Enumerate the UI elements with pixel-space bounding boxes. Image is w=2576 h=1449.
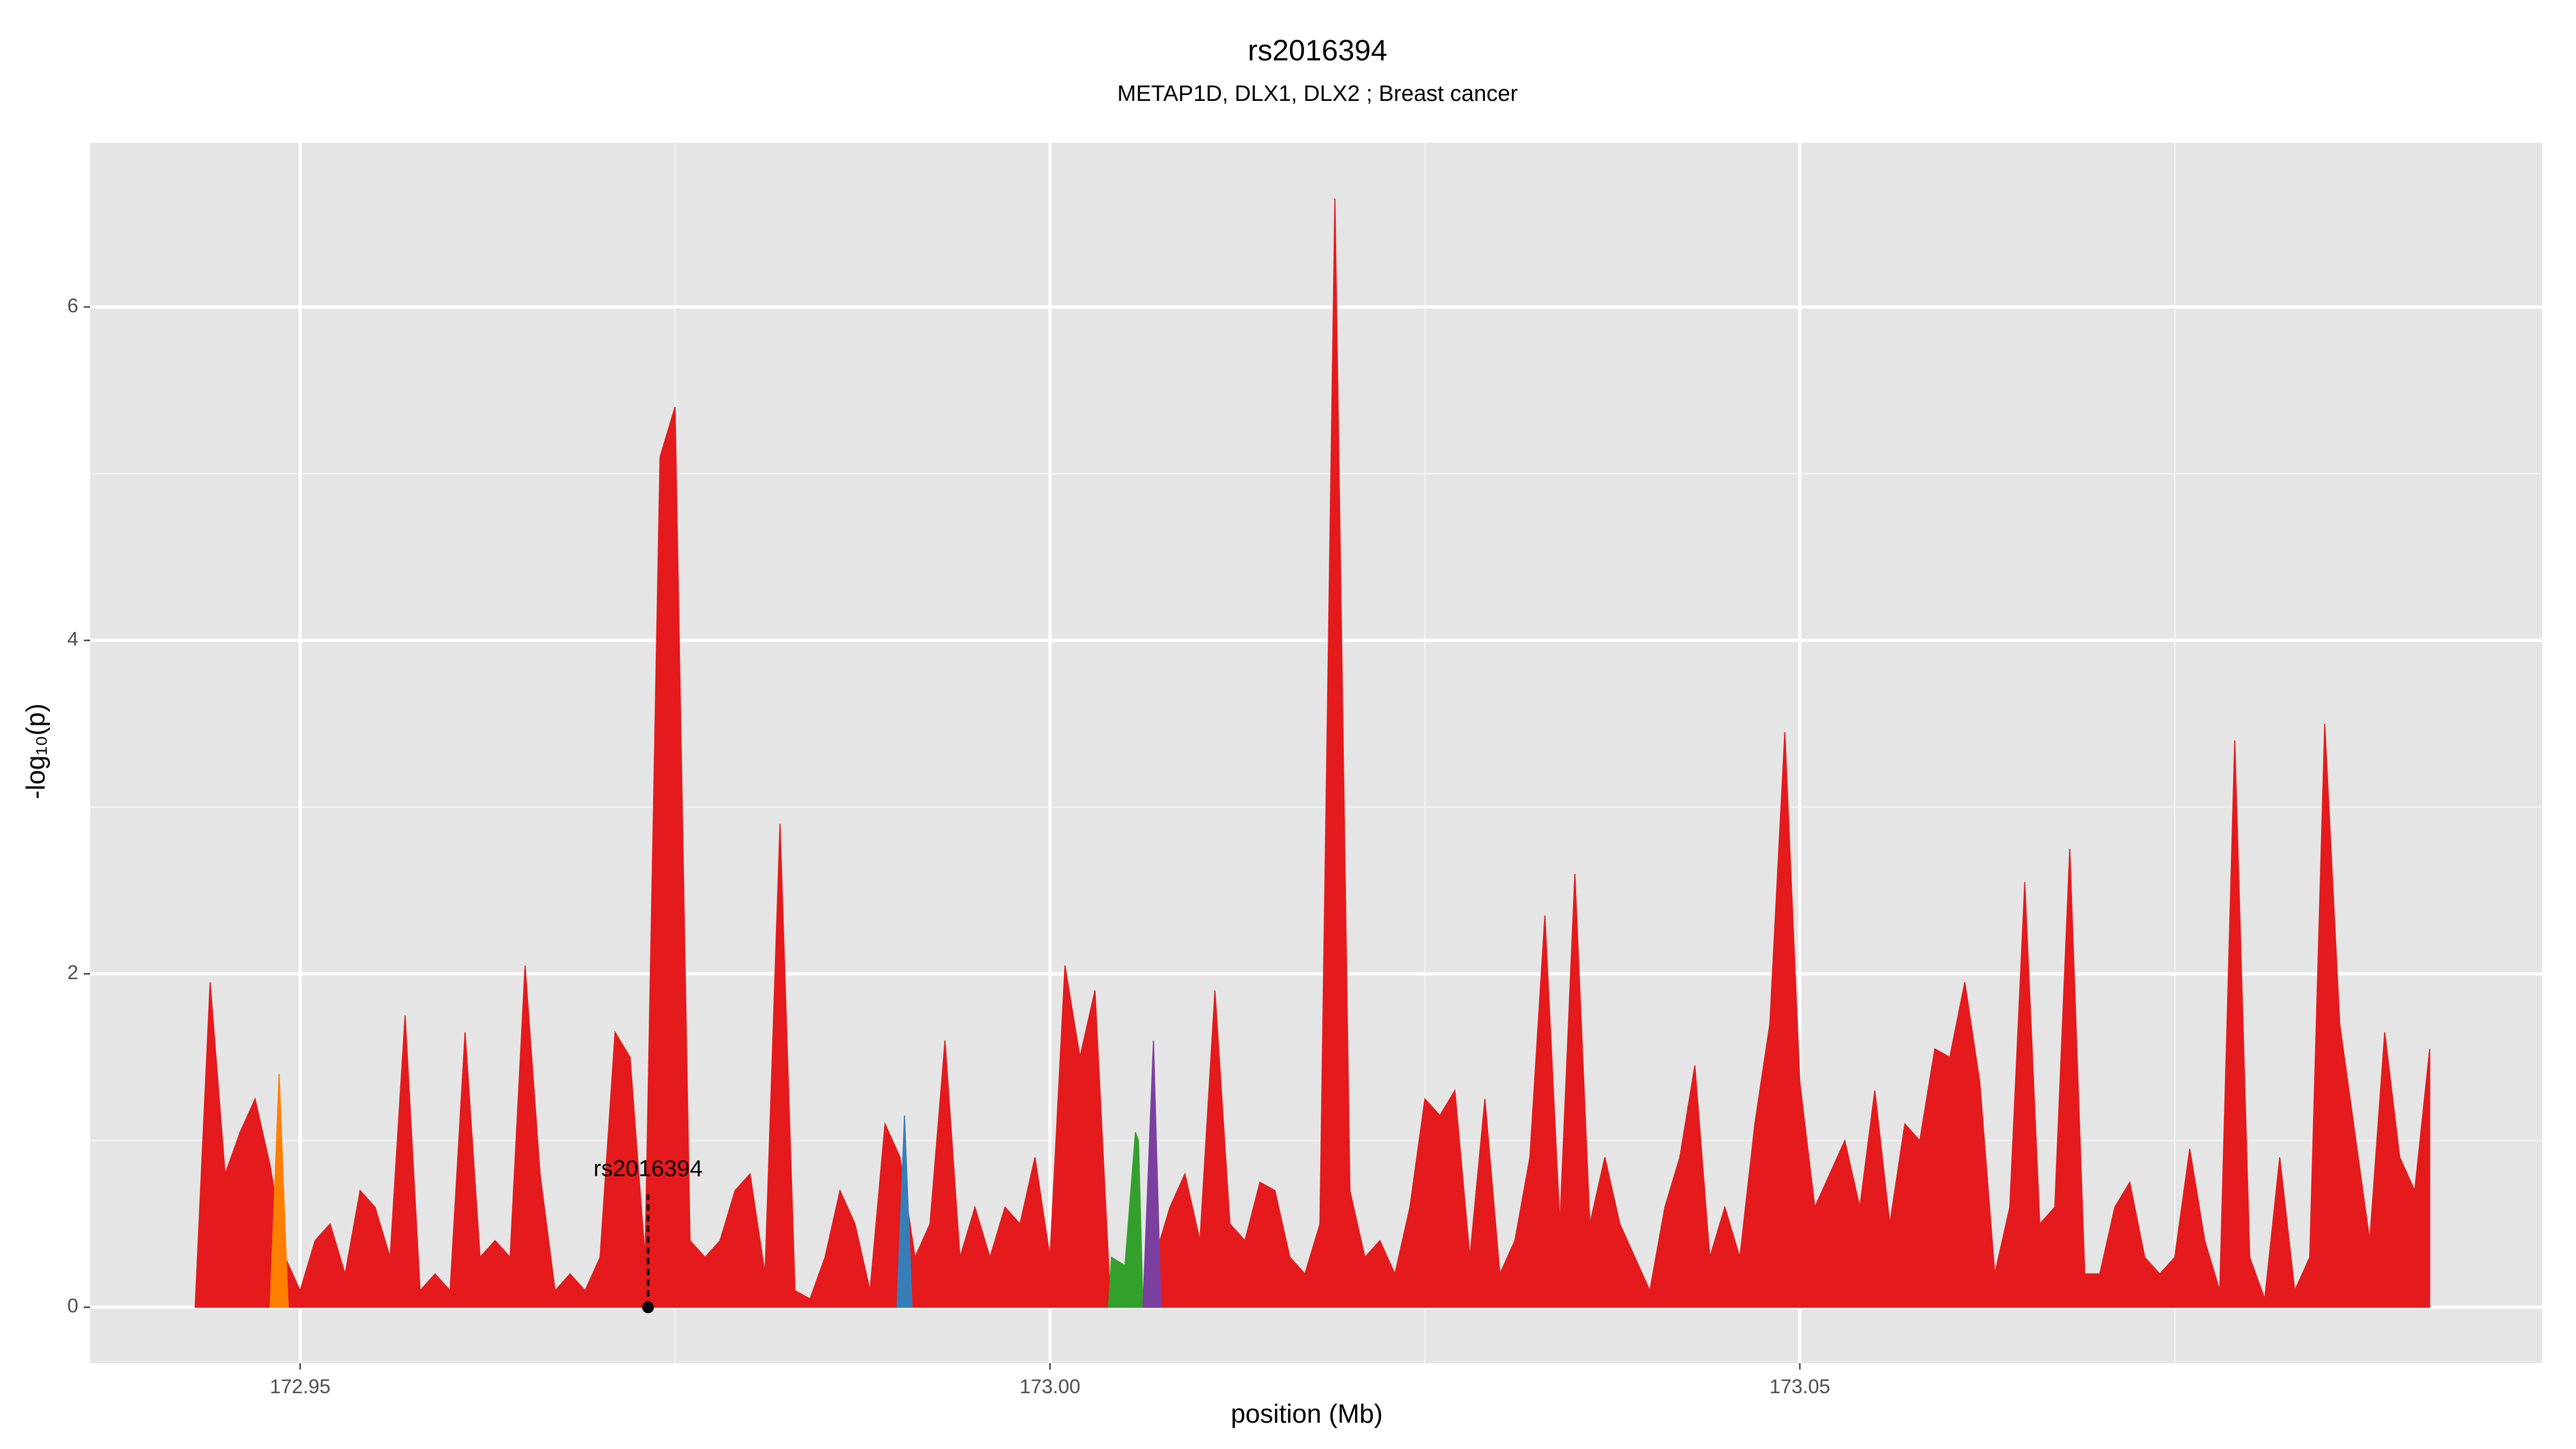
y-axis-label: -log₁₀(p) xyxy=(21,704,50,799)
y-tick-label: 4 xyxy=(67,628,78,650)
x-tick-label: 172.95 xyxy=(270,1375,331,1397)
x-tick-label: 173.05 xyxy=(1769,1375,1830,1397)
y-tick-label: 2 xyxy=(67,961,78,983)
area xyxy=(269,1073,289,1308)
area xyxy=(194,199,2431,1308)
annotation-label: rs2016394 xyxy=(594,1155,702,1181)
x-tick-label: 173.00 xyxy=(1020,1375,1080,1397)
plot-panel xyxy=(90,143,2542,1363)
y-tick-label: 0 xyxy=(67,1295,78,1317)
x-axis-label: position (Mb) xyxy=(1231,1400,1382,1429)
chart-subtitle: METAP1D, DLX1, DLX2 ; Breast cancer xyxy=(1117,80,1518,106)
area xyxy=(896,1115,913,1308)
annotation-point xyxy=(642,1301,654,1313)
y-tick-label: 6 xyxy=(67,295,78,317)
chart-title: rs2016394 xyxy=(1248,34,1387,67)
area xyxy=(1142,1040,1162,1308)
